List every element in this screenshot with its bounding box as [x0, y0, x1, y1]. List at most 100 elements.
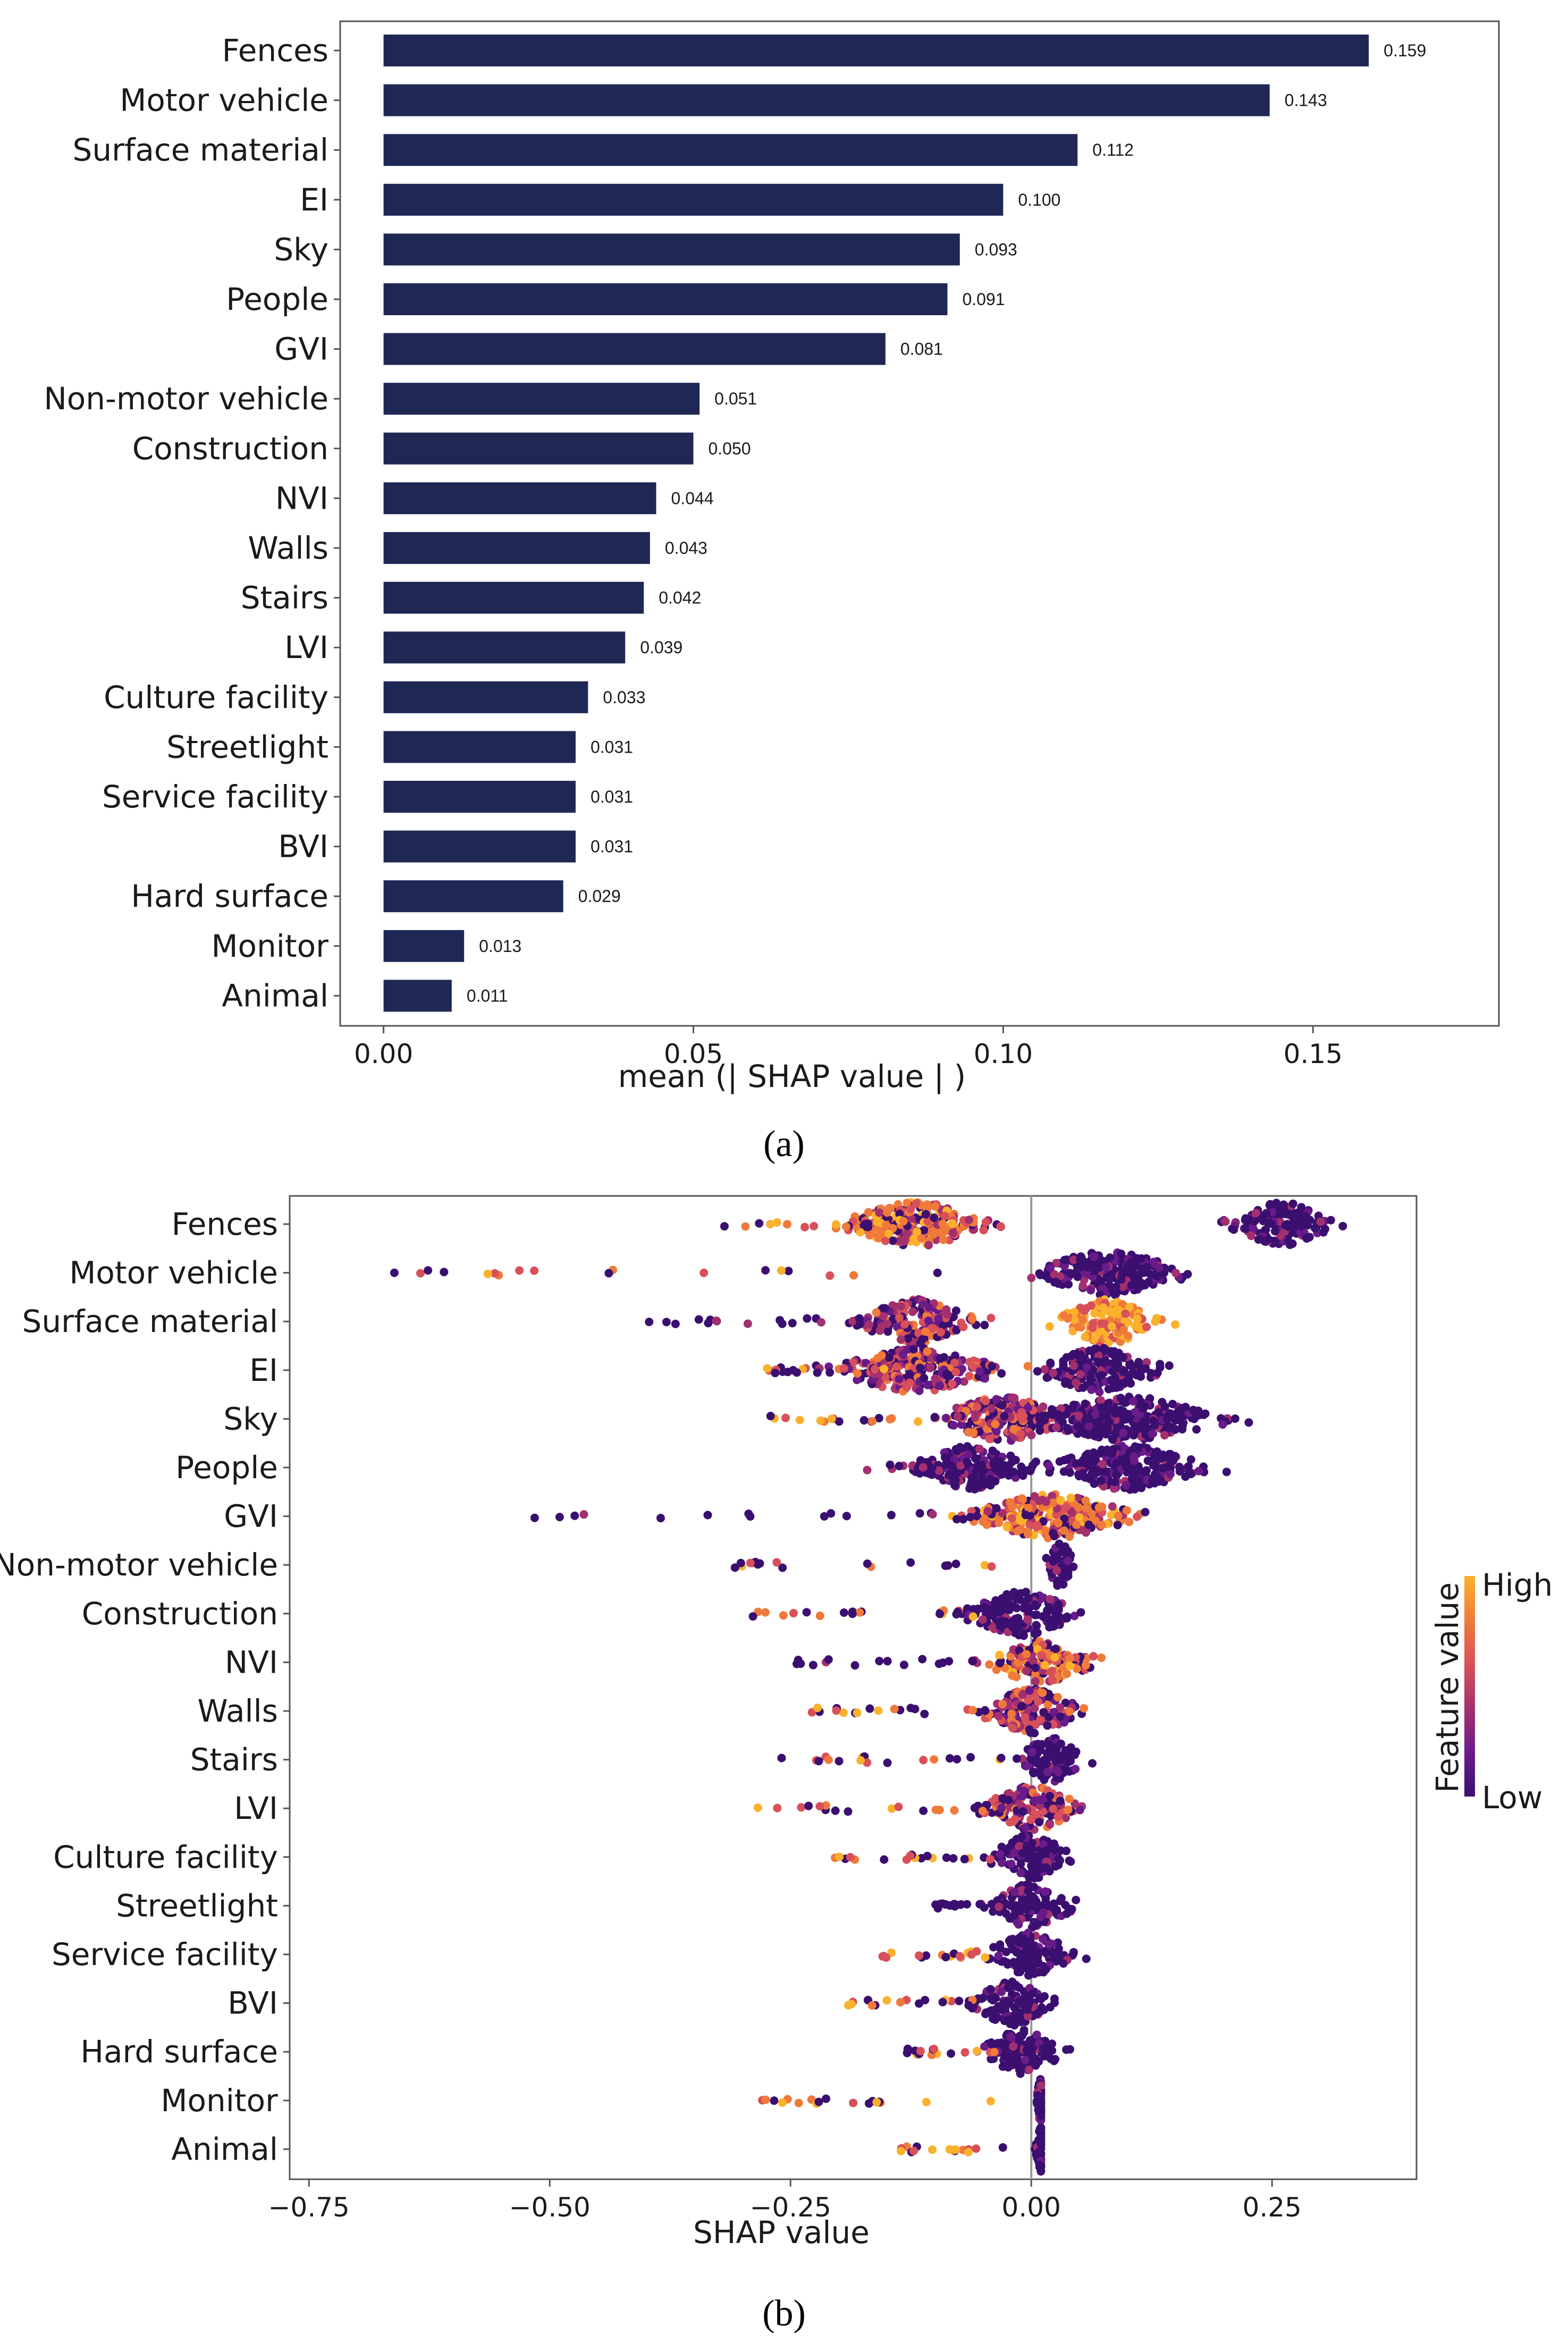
swarm-point — [895, 1375, 904, 1384]
swarm-point — [1073, 1664, 1082, 1673]
swarm-point — [985, 1435, 994, 1444]
swarm-point — [1043, 1767, 1052, 1776]
swarm-point — [1095, 1387, 1104, 1396]
swarm-point — [1017, 1494, 1026, 1503]
swarm-point — [1026, 2048, 1035, 2057]
swarm-point — [951, 1559, 960, 1569]
swarm-point — [896, 1335, 905, 1344]
bar-nvi — [383, 482, 656, 515]
swarm-point — [1171, 1269, 1181, 1278]
swarm-point — [1112, 1459, 1121, 1468]
swarm-point — [1105, 1418, 1114, 1427]
swarm-point — [916, 2046, 925, 2055]
swarm-point — [922, 2097, 931, 2106]
swarm-point — [824, 1755, 833, 1764]
swarm-point — [1297, 1203, 1306, 1212]
swarm-point — [1338, 1221, 1347, 1230]
swarm-point — [985, 1660, 994, 1669]
swarm-point — [953, 1412, 962, 1421]
swarm-point — [941, 1460, 950, 1469]
swarm-point — [1081, 1400, 1090, 1409]
swarm-point — [1026, 1815, 1035, 1824]
swarm-point — [1141, 1507, 1150, 1516]
swarm-point — [1042, 1948, 1051, 1957]
swarm-point — [1076, 1255, 1085, 1264]
swarm-point — [1125, 1303, 1134, 1312]
swarm-point — [928, 1510, 937, 1519]
swarm-point — [1024, 1504, 1033, 1513]
swarm-point — [1119, 1379, 1128, 1388]
swarm-point — [978, 1517, 987, 1526]
swarm-point — [839, 1364, 848, 1373]
swarm-point — [815, 1802, 824, 1811]
swarm-point — [1033, 1367, 1042, 1376]
swarm-point — [1060, 1255, 1069, 1264]
swarm-point — [1026, 1842, 1035, 1851]
swarm-point — [953, 1607, 962, 1616]
y-tick-label-fences: Fences — [222, 32, 328, 69]
swarm-point — [1049, 1498, 1058, 1507]
swarm-point — [887, 1804, 896, 1813]
swarm-point — [1074, 1352, 1083, 1361]
bar-hard-surface — [383, 880, 563, 913]
swarm-point — [1288, 1199, 1297, 1208]
y-tick-label-culture-facility: Culture facility — [53, 1839, 278, 1875]
y-tick-label-surface-material: Surface material — [22, 1303, 278, 1339]
swarm-point — [906, 1204, 915, 1213]
swarm-point — [839, 1608, 848, 1617]
panel-b-points — [390, 1198, 1347, 2176]
swarm-point — [1018, 1849, 1027, 1858]
swarm-point — [1009, 1468, 1018, 1477]
swarm-point — [1074, 1411, 1083, 1420]
y-tick-label-animal: Animal — [222, 977, 328, 1014]
panel-a-caption: (a) — [763, 1124, 805, 1165]
swarm-point — [1041, 1526, 1050, 1535]
swarm-point — [863, 1559, 872, 1568]
swarm-point — [1012, 1594, 1021, 1603]
swarm-point — [998, 1700, 1007, 1709]
swarm-point — [1131, 1407, 1140, 1417]
swarm-point — [1118, 1282, 1127, 1291]
swarm-point — [793, 1368, 802, 1377]
swarm-point — [882, 1996, 891, 2005]
swarm-point — [1005, 1605, 1014, 1614]
bar-value-label-motor-vehicle: 0.143 — [1285, 91, 1327, 110]
swarm-point — [1028, 1870, 1037, 1879]
swarm-point — [736, 1558, 745, 1567]
swarm-point — [991, 1420, 1000, 1429]
swarm-point — [987, 2038, 996, 2047]
swarm-point — [1120, 1316, 1129, 1325]
swarm-point — [1031, 1600, 1040, 1609]
colorbar-gradient — [1464, 1576, 1475, 1797]
swarm-point — [1067, 1351, 1076, 1360]
swarm-point — [1025, 1725, 1034, 1734]
swarm-point — [1113, 1521, 1122, 1530]
swarm-point — [1162, 1414, 1171, 1423]
swarm-point — [1017, 1832, 1026, 1841]
swarm-point — [1055, 1457, 1064, 1466]
swarm-point — [800, 1223, 810, 1232]
y-tick-label-ei: EI — [249, 1352, 278, 1388]
swarm-point — [997, 1803, 1006, 1813]
swarm-point — [886, 1415, 895, 1424]
swarm-point — [1053, 1576, 1063, 1585]
x-tick-label: 0.10 — [974, 1039, 1033, 1069]
swarm-point — [1081, 1459, 1090, 1468]
swarm-point — [1063, 1752, 1072, 1761]
swarm-row-construction — [748, 1588, 1085, 1640]
swarm-point — [880, 1855, 889, 1864]
swarm-point — [1186, 1455, 1195, 1464]
swarm-point — [1046, 1820, 1055, 1829]
swarm-point — [1075, 1513, 1084, 1522]
swarm-point — [1175, 1467, 1184, 1476]
swarm-point — [390, 1268, 399, 1277]
swarm-point — [604, 1269, 613, 1278]
swarm-point — [1097, 1476, 1106, 1485]
y-tick-label-service-facility: Service facility — [52, 1936, 278, 1972]
swarm-point — [1088, 1323, 1097, 1333]
swarm-point — [1054, 1854, 1063, 1864]
swarm-point — [881, 1236, 890, 1245]
y-tick-label-streetlight: Streetlight — [116, 1887, 278, 1924]
swarm-point — [1099, 1303, 1108, 1312]
